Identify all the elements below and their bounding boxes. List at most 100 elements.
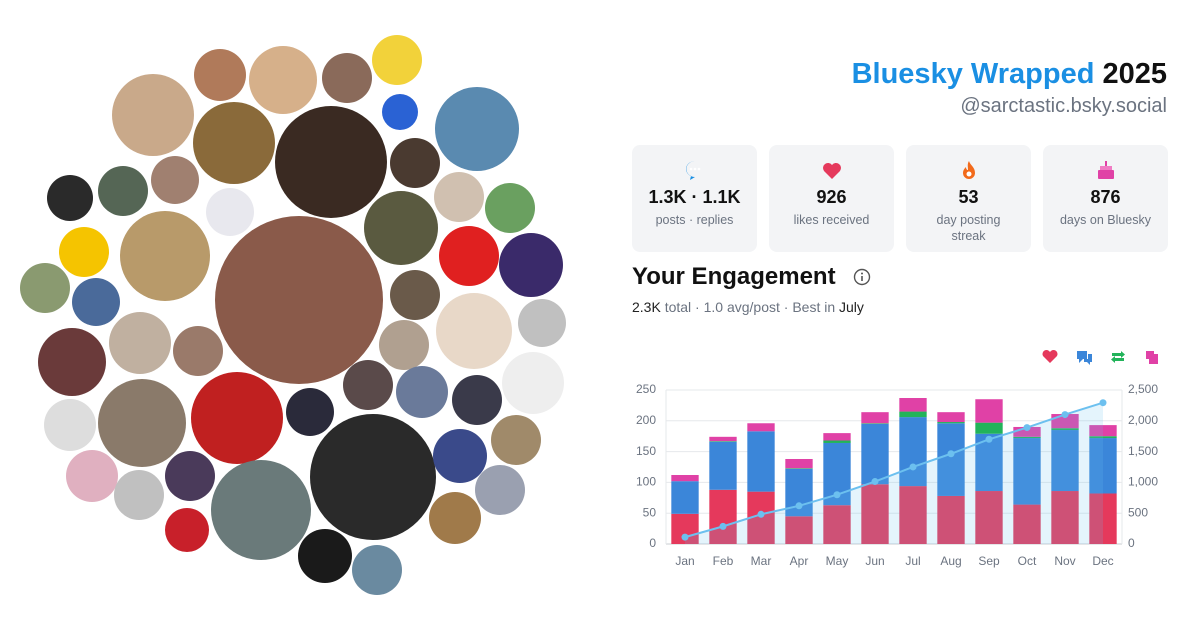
line-point (909, 463, 917, 471)
line-point (757, 510, 765, 518)
avatar (215, 216, 383, 384)
x-tick-label: Oct (1018, 554, 1037, 568)
bar-segment (671, 475, 699, 482)
avatar (249, 46, 317, 114)
legend-icon[interactable] (1111, 351, 1125, 363)
avatar (165, 451, 215, 501)
bar-segment (1013, 438, 1041, 505)
y2-tick-label: 1,500 (1128, 444, 1158, 458)
y2-tick-label: 1,000 (1128, 475, 1158, 489)
bar-segment (937, 423, 965, 496)
stat-label: likes received (793, 213, 870, 227)
x-tick-label: Feb (713, 554, 734, 568)
bar-segment (747, 431, 775, 492)
line-point (833, 491, 841, 499)
bar-segment (747, 423, 775, 432)
bar-segment (899, 411, 927, 418)
stat-icon (822, 163, 841, 179)
stat-icon (1097, 161, 1114, 179)
stat-icon (685, 161, 700, 180)
avatar (194, 49, 246, 101)
bar-segment (861, 484, 889, 544)
line (684, 401, 1104, 539)
avatar (396, 366, 448, 418)
stat-card: 53 day posting streak (906, 145, 1031, 252)
avatar (518, 299, 566, 347)
avatar (429, 492, 481, 544)
y-tick-label: 150 (636, 444, 656, 458)
bar-segment (899, 486, 927, 544)
info-icon[interactable] (853, 268, 871, 286)
avatar (47, 175, 93, 221)
bar-segment (709, 436, 737, 442)
line-point (1061, 411, 1069, 419)
avatar (434, 172, 484, 222)
avatar (485, 183, 535, 233)
bar-segment (785, 516, 813, 544)
avatar (98, 379, 186, 467)
bar-segment (1089, 438, 1117, 494)
stat-value: 926 (816, 187, 847, 207)
legend-icon[interactable] (1042, 349, 1058, 363)
avatar (165, 508, 209, 552)
x-tick-label: Dec (1092, 554, 1113, 568)
x-tick-label: May (826, 554, 849, 568)
avatar (435, 87, 519, 171)
avatar (206, 188, 254, 236)
line-point (681, 533, 689, 541)
bar-segment (975, 399, 1003, 423)
bar-segment (1051, 491, 1079, 544)
avatar (44, 399, 96, 451)
avatar (502, 352, 564, 414)
bar-segment (937, 495, 965, 544)
avatar (72, 278, 120, 326)
avatar (98, 166, 148, 216)
bar-segment (785, 468, 813, 469)
bar-segment (1013, 426, 1041, 437)
title-text: Bluesky Wrapped (851, 58, 1095, 90)
avatar (298, 529, 352, 583)
avatar (433, 429, 487, 483)
bar-segment (709, 489, 737, 544)
bar-segment (899, 417, 927, 487)
bar-segment (823, 505, 851, 544)
avatar (120, 211, 210, 301)
legend-icon[interactable] (1146, 351, 1158, 364)
stat-value: 53 (958, 187, 979, 207)
avatar (286, 388, 334, 436)
summary-text: total · 1.0 avg/post · Best in (664, 299, 836, 315)
title: Bluesky Wrapped 2025 (852, 58, 1167, 91)
title-year: 2025 (1102, 58, 1167, 90)
avatar (310, 414, 436, 540)
line-point (1023, 424, 1031, 432)
avatar (491, 415, 541, 465)
x-tick-label: Nov (1054, 554, 1075, 568)
y2-tick-label: 2,500 (1128, 382, 1158, 396)
avatar (452, 375, 502, 425)
avatar (436, 293, 512, 369)
avatar-cloud (20, 35, 566, 595)
x-tick-label: Mar (751, 554, 772, 568)
line-point (985, 435, 993, 443)
avatar (499, 233, 563, 297)
stat-icon (962, 161, 975, 179)
y-tick-label: 100 (636, 475, 656, 489)
bar-segment (785, 458, 813, 469)
summary: 2.3K total · 1.0 avg/post · Best in July (632, 299, 864, 315)
avatar (59, 227, 109, 277)
bar-segment (1051, 428, 1079, 431)
bar-segment (937, 412, 965, 423)
avatar (275, 106, 387, 218)
bar-segment (709, 441, 737, 490)
legend-icon[interactable] (1077, 351, 1092, 365)
bar-segment (861, 423, 889, 424)
x-tick-label: Apr (790, 554, 809, 568)
avatar (390, 270, 440, 320)
y2-tick-label: 500 (1128, 505, 1148, 519)
bar-segment (899, 398, 927, 412)
stat-label: day posting streak (936, 213, 1001, 243)
line-point (947, 450, 955, 458)
avatar (38, 328, 106, 396)
avatar (322, 53, 372, 103)
